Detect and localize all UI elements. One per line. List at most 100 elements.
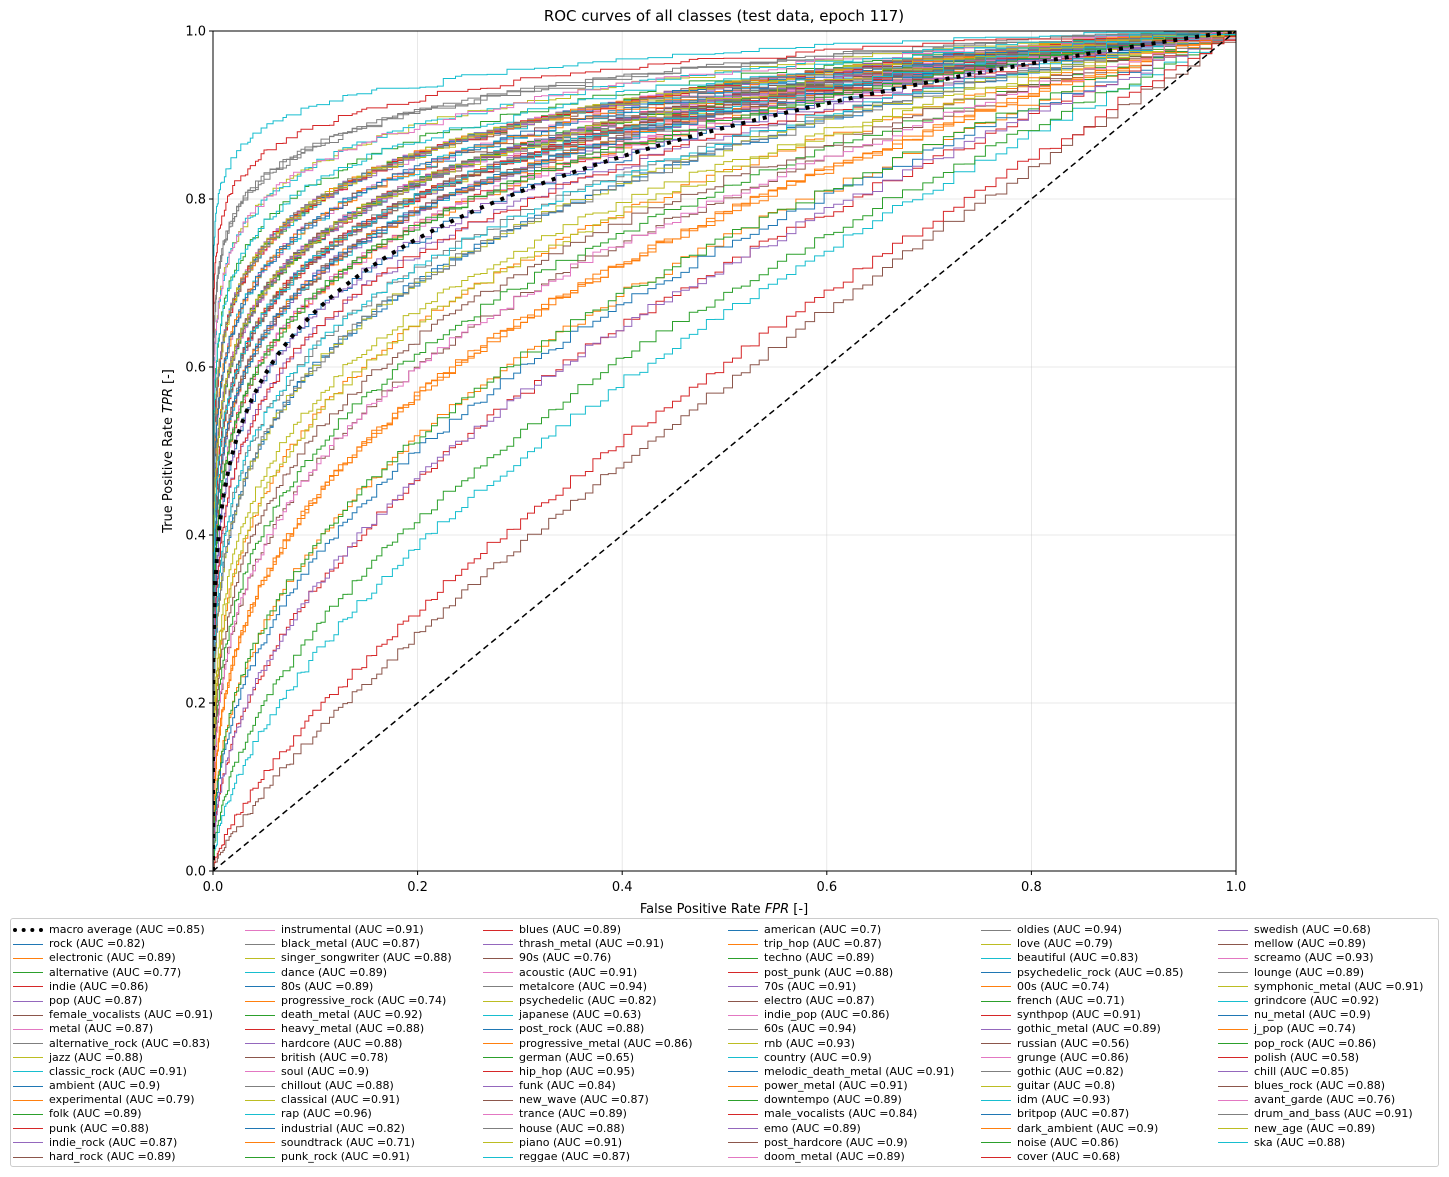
- legend-label: soundtrack: [281, 1135, 343, 1149]
- legend-entry: idm (AUC = 0.93): [981, 1093, 1183, 1107]
- legend-swatch: [1218, 1057, 1248, 1059]
- legend-auc: 0.91: [1111, 1008, 1137, 1022]
- legend-label: oldies: [1017, 923, 1050, 936]
- legend-swatch: [1218, 1043, 1248, 1045]
- legend-swatch: [245, 1085, 275, 1087]
- legend-entry: japanese (AUC = 0.63): [483, 1008, 692, 1022]
- roc-chart: ROC curves of all classes (test data, ep…: [161, 7, 1246, 917]
- legend-label: hardcore: [281, 1036, 330, 1050]
- legend-entry: 70s (AUC = 0.91): [728, 980, 954, 994]
- roc-curve-love: [213, 31, 1236, 871]
- legend-auc: 0.89: [1346, 1121, 1372, 1135]
- legend-label: classical: [281, 1093, 328, 1107]
- roc-curve-rap: [213, 31, 1236, 871]
- legend-auc: 0.87: [124, 1022, 149, 1036]
- legend-swatch: [1218, 1099, 1248, 1101]
- legend-auc: 0.88: [1316, 1135, 1341, 1149]
- legend-label: melodic_death_metal: [764, 1064, 882, 1078]
- legend-label: country: [764, 1050, 807, 1064]
- legend-auc: 0.91: [184, 1008, 209, 1022]
- legend-label: punk: [49, 1121, 77, 1135]
- legend-auc: 0.9: [138, 1079, 156, 1093]
- legend-auc: 0.85: [1154, 965, 1180, 979]
- roc-curve-nu-metal: [213, 31, 1236, 871]
- legend-label: industrial: [281, 1121, 333, 1135]
- legend-entry: hip_hop (AUC = 0.95): [483, 1065, 692, 1079]
- y-tick-label: 1.0: [185, 25, 206, 40]
- legend-label: lounge: [1254, 965, 1292, 979]
- legend-auc: 0.89: [598, 1107, 623, 1121]
- legend-swatch: [1218, 1028, 1248, 1030]
- legend-auc: 0.94: [618, 979, 643, 993]
- legend-swatch: [1218, 1014, 1248, 1016]
- legend-swatch: [245, 1057, 275, 1059]
- legend-label: pop: [49, 993, 70, 1007]
- legend-entry: pop_rock (AUC = 0.86): [1218, 1037, 1423, 1051]
- legend-entry: new_age (AUC = 0.89): [1218, 1122, 1423, 1136]
- roc-curves: [213, 31, 1236, 871]
- legend-label: black_metal: [281, 937, 348, 951]
- roc-curve-american: [213, 31, 1236, 871]
- roc-curve-symphonic-metal: [213, 31, 1236, 871]
- legend-auc: 0.86: [1099, 1050, 1125, 1064]
- legend-auc: 0.89: [1335, 965, 1360, 979]
- legend-auc: 0.82: [116, 937, 141, 951]
- legend-entry: j_pop (AUC = 0.74): [1218, 1022, 1423, 1036]
- legend-entry: instrumental (AUC = 0.91): [245, 923, 452, 937]
- legend-auc: 0.9: [1348, 1008, 1367, 1022]
- legend-swatch: [245, 1142, 275, 1144]
- legend-swatch: [1218, 986, 1248, 988]
- legend-auc: 0.79: [165, 1093, 191, 1107]
- legend-swatch: [728, 1043, 758, 1045]
- legend-swatch: [728, 1071, 758, 1073]
- legend-auc: 0.9: [1136, 1121, 1154, 1135]
- legend-label: piano: [519, 1135, 550, 1149]
- legend-auc: 0.7: [859, 923, 877, 936]
- x-tick-label: 0.0: [203, 880, 224, 895]
- legend-entry: progressive_rock (AUC = 0.74): [245, 994, 452, 1008]
- legend-swatch: [483, 1085, 513, 1087]
- legend-entry: experimental (AUC = 0.79): [13, 1093, 213, 1107]
- legend-entry: blues_rock (AUC = 0.88): [1218, 1079, 1423, 1093]
- y-axis-label: True Positive Rate TPR [-]: [161, 369, 176, 534]
- legend-swatch: [728, 1000, 758, 1002]
- legend-label: chill: [1254, 1064, 1277, 1078]
- legend-entry: soundtrack (AUC = 0.71): [245, 1136, 452, 1150]
- legend-label: dance: [281, 965, 315, 979]
- legend-auc: 0.87: [113, 993, 138, 1007]
- legend-auc: 0.88: [395, 1022, 420, 1036]
- legend-auc: 0.9: [885, 1135, 904, 1149]
- legend-swatch: [483, 1014, 513, 1016]
- legend-entry: american (AUC = 0.7): [728, 923, 954, 937]
- y-tick-label: 0.2: [185, 697, 206, 712]
- chance-diagonal: [212, 30, 1237, 872]
- legend-auc: 0.94: [827, 1022, 853, 1036]
- legend-swatch: [1218, 1071, 1248, 1073]
- legend-auc: 0.58: [1330, 1050, 1355, 1064]
- legend-entry: guitar (AUC = 0.8): [981, 1079, 1183, 1093]
- legend-auc: 0.91: [593, 1135, 618, 1149]
- roc-curve-ska: [213, 31, 1236, 871]
- legend-label: j_pop: [1254, 1022, 1284, 1036]
- legend-auc: 0.9: [347, 1064, 365, 1078]
- legend-auc: 0.74: [1080, 979, 1106, 993]
- legend-swatch: [981, 1128, 1011, 1130]
- legend-auc: 0.91: [635, 937, 660, 951]
- legend-label: doom_metal: [764, 1150, 833, 1163]
- legend-label: ska: [1254, 1135, 1273, 1149]
- legend-swatch: [728, 929, 758, 931]
- legend-auc: 0.87: [601, 1150, 626, 1163]
- y-tick-label: 0.6: [185, 361, 206, 376]
- legend-entry: drum_and_bass (AUC = 0.91): [1218, 1107, 1423, 1121]
- legend-entry: polish (AUC = 0.58): [1218, 1051, 1423, 1065]
- legend-auc: 0.87: [845, 993, 871, 1007]
- legend-swatch: [13, 1057, 43, 1059]
- legend-entry: nu_metal (AUC = 0.9): [1218, 1008, 1423, 1022]
- legend-auc: 0.89: [1131, 1022, 1157, 1036]
- legend-entry: blues (AUC = 0.89): [483, 923, 692, 937]
- legend-label: indie: [49, 979, 76, 993]
- legend-swatch: [483, 1000, 513, 1002]
- legend-swatch: [981, 1099, 1011, 1101]
- legend-auc: 0.92: [1350, 993, 1375, 1007]
- legend-entry: screamo (AUC = 0.93): [1218, 951, 1423, 965]
